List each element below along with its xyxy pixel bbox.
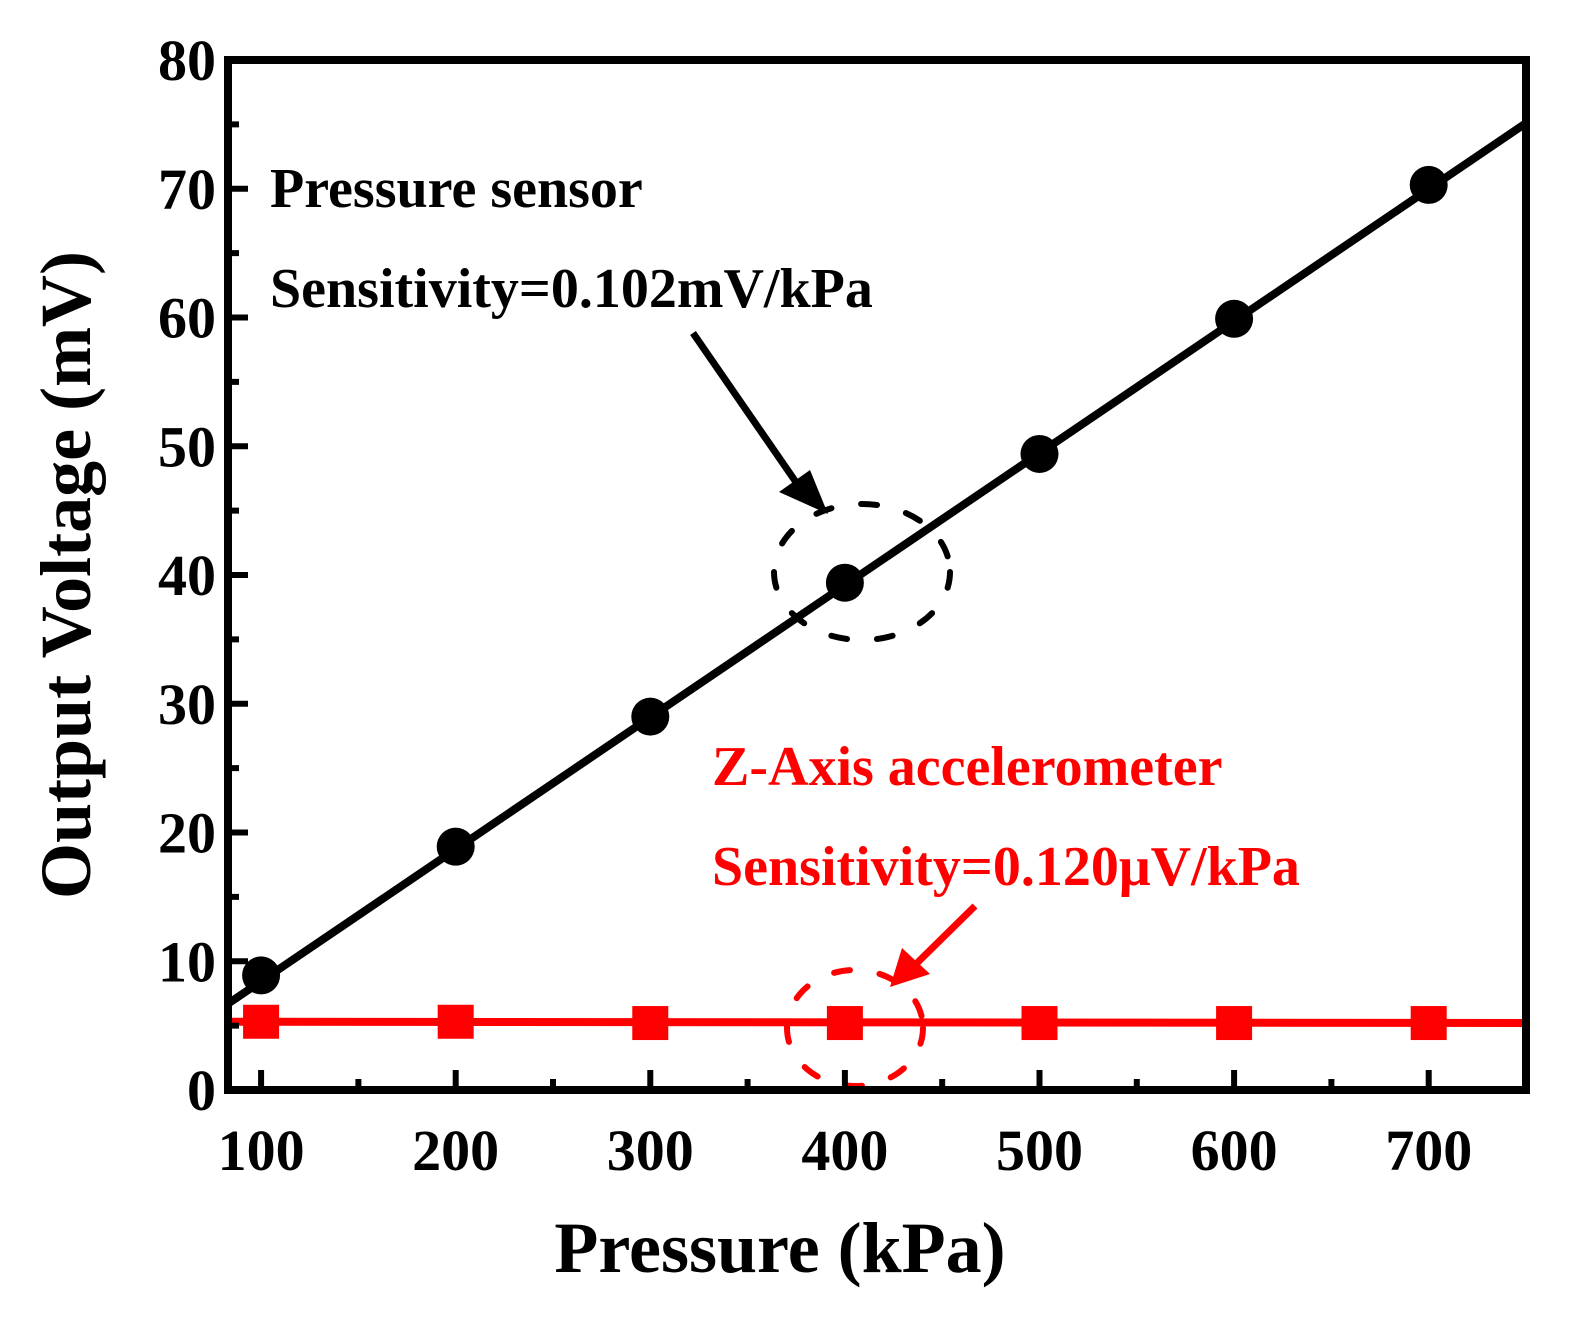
point-series-0-200 [436,827,475,866]
point-series-0-300 [631,697,670,736]
point-series-1-700 [1410,1006,1447,1041]
data-markers [242,165,1448,1041]
accelerometer-sensitivity: Sensitivity=0.120μV/kPa [712,836,1300,898]
y-tick-label-70: 70 [158,157,216,222]
y-tick-label-80: 80 [158,28,216,93]
highlight-circle-pressure-sensor [771,501,953,643]
x-tick-label-500: 500 [996,1118,1083,1183]
point-series-0-400 [825,563,864,602]
arrow-head-pressure-sensor [779,470,828,514]
x-tick-label-700: 700 [1385,1118,1472,1183]
y-axis-title: Output Voltage (mV) [26,251,106,899]
point-series-0-700 [1409,165,1448,204]
point-series-1-300 [632,1006,669,1041]
point-series-0-100 [242,956,281,995]
point-series-1-100 [243,1004,280,1039]
point-series-1-600 [1216,1006,1253,1041]
point-series-1-500 [1021,1006,1058,1041]
x-axis-title: Pressure (kPa) [554,1208,1005,1288]
y-tick-label-30: 30 [158,672,216,737]
y-tick-label-50: 50 [158,414,216,479]
point-series-0-600 [1215,299,1254,338]
y-tick-label-10: 10 [158,929,216,994]
callouts [690,331,978,1089]
arrow-head-accelerometer [890,948,930,987]
arrow-line-accelerometer [912,903,978,968]
x-tick-label-100: 100 [218,1118,305,1183]
y-tick-label-40: 40 [158,543,216,608]
x-tick-label-300: 300 [607,1118,694,1183]
x-tick-label-600: 600 [1191,1118,1278,1183]
y-tick-label-60: 60 [158,286,216,351]
x-tick-label-400: 400 [801,1118,888,1183]
point-series-1-400 [826,1006,863,1041]
arrow-line-pressure-sensor [690,331,803,490]
axis-ticks: 100 200 300 400 500 600 700 0 10 20 30 40 50 60 70 80 [158,28,1472,1183]
fit-line-series-1 [227,1017,1527,1028]
pressure-sensor-sensitivity: Sensitivity=0.102mV/kPa [270,258,873,320]
y-tick-label-0: 0 [187,1058,216,1123]
accelerometer-label: Z-Axis accelerometer [712,736,1222,798]
point-series-0-500 [1020,434,1059,473]
point-series-1-200 [437,1004,474,1039]
y-tick-label-20: 20 [158,801,216,866]
pressure-sensor-label: Pressure sensor [270,158,643,220]
x-tick-label-200: 200 [412,1118,499,1183]
